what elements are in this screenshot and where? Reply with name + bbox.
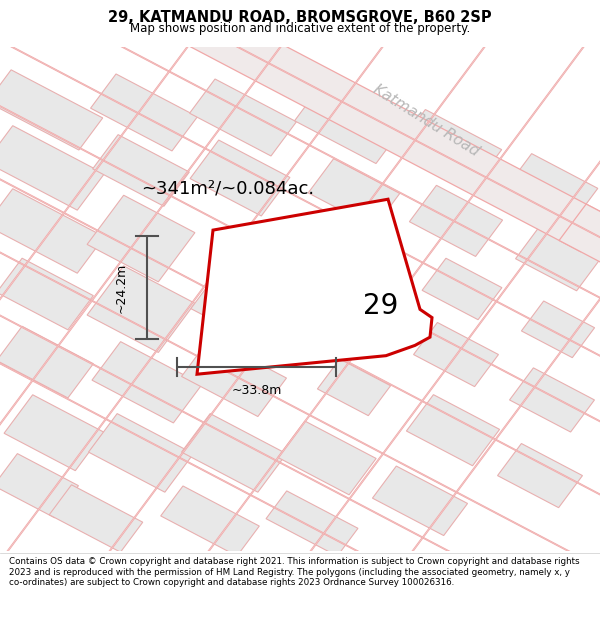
Polygon shape bbox=[0, 0, 434, 620]
Polygon shape bbox=[89, 414, 193, 492]
Polygon shape bbox=[157, 0, 600, 620]
Polygon shape bbox=[190, 79, 296, 156]
Polygon shape bbox=[182, 414, 286, 492]
Polygon shape bbox=[422, 258, 502, 320]
Text: Map shows position and indicative extent of the property.: Map shows position and indicative extent… bbox=[130, 22, 470, 35]
Polygon shape bbox=[406, 394, 500, 466]
Polygon shape bbox=[0, 320, 600, 625]
Text: 29: 29 bbox=[364, 292, 399, 320]
Polygon shape bbox=[413, 322, 499, 387]
Polygon shape bbox=[0, 0, 600, 399]
Polygon shape bbox=[409, 186, 503, 256]
Polygon shape bbox=[497, 444, 583, 508]
Polygon shape bbox=[190, 140, 290, 216]
Polygon shape bbox=[0, 70, 103, 150]
Polygon shape bbox=[92, 342, 202, 423]
Polygon shape bbox=[0, 326, 94, 398]
Polygon shape bbox=[559, 204, 600, 263]
Polygon shape bbox=[87, 195, 195, 282]
Polygon shape bbox=[0, 189, 104, 273]
Polygon shape bbox=[317, 359, 391, 416]
Text: 29, KATMANDU ROAD, BROMSGROVE, B60 2SP: 29, KATMANDU ROAD, BROMSGROVE, B60 2SP bbox=[108, 10, 492, 25]
Polygon shape bbox=[0, 209, 600, 611]
Polygon shape bbox=[49, 485, 143, 552]
Polygon shape bbox=[506, 154, 598, 222]
Text: ~24.2m: ~24.2m bbox=[114, 262, 127, 313]
Polygon shape bbox=[521, 301, 595, 358]
Polygon shape bbox=[308, 159, 400, 228]
Polygon shape bbox=[0, 63, 600, 464]
Polygon shape bbox=[278, 421, 376, 495]
Polygon shape bbox=[148, 0, 600, 252]
Polygon shape bbox=[91, 74, 197, 151]
Polygon shape bbox=[0, 258, 94, 330]
Polygon shape bbox=[0, 0, 600, 341]
Polygon shape bbox=[87, 266, 195, 352]
Polygon shape bbox=[191, 272, 289, 346]
Polygon shape bbox=[0, 272, 600, 625]
Polygon shape bbox=[509, 368, 595, 432]
Polygon shape bbox=[0, 126, 104, 210]
Polygon shape bbox=[515, 227, 600, 291]
Polygon shape bbox=[259, 0, 600, 620]
Polygon shape bbox=[0, 136, 600, 538]
Polygon shape bbox=[0, 0, 239, 620]
Polygon shape bbox=[317, 292, 391, 351]
Polygon shape bbox=[295, 86, 401, 164]
Polygon shape bbox=[0, 0, 332, 620]
Polygon shape bbox=[4, 395, 104, 471]
Text: Katmandu Road: Katmandu Road bbox=[370, 81, 482, 159]
Polygon shape bbox=[0, 0, 600, 281]
Text: Contains OS data © Crown copyright and database right 2021. This information is : Contains OS data © Crown copyright and d… bbox=[9, 557, 580, 587]
Polygon shape bbox=[161, 486, 259, 556]
Text: ~33.8m: ~33.8m bbox=[232, 384, 281, 397]
Polygon shape bbox=[0, 454, 79, 518]
Polygon shape bbox=[58, 0, 536, 620]
Polygon shape bbox=[182, 338, 286, 416]
Polygon shape bbox=[92, 134, 190, 206]
Text: ~341m²/~0.084ac.: ~341m²/~0.084ac. bbox=[142, 179, 314, 197]
Polygon shape bbox=[373, 466, 467, 536]
Polygon shape bbox=[361, 0, 600, 620]
Polygon shape bbox=[317, 229, 391, 288]
Polygon shape bbox=[197, 199, 432, 374]
Polygon shape bbox=[398, 109, 502, 186]
Polygon shape bbox=[266, 491, 358, 556]
